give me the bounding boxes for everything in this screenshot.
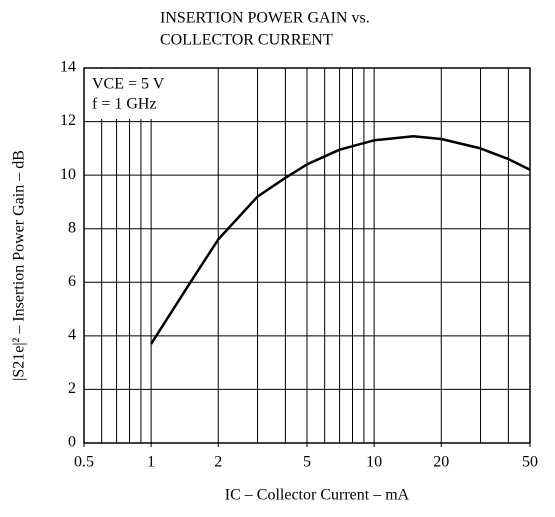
annotation: VCE = 5 V [92, 76, 165, 93]
y-tick-label: 4 [68, 327, 76, 344]
y-tick-label: 0 [68, 434, 76, 451]
plot-frame [83, 67, 531, 444]
y-tick-label: 14 [60, 59, 76, 76]
x-tick-label: 2 [214, 454, 222, 471]
y-tick-label: 8 [68, 219, 76, 236]
x-tick-label: 1 [147, 454, 155, 471]
y-tick-label: 10 [60, 166, 76, 183]
chart-title: INSERTION POWER GAIN vs. [160, 10, 370, 27]
x-tick-label: 20 [433, 454, 449, 471]
y-tick-label: 6 [68, 273, 76, 290]
y-axis-label: |S21e|² – Insertion Power Gain – dB [11, 150, 28, 381]
annotation-box [85, 69, 205, 119]
y-tick-label: 2 [68, 380, 76, 397]
x-tick-label: 0.5 [74, 454, 94, 471]
curve [150, 135, 531, 345]
x-tick-label: 50 [522, 454, 538, 471]
x-tick-label: 5 [303, 454, 311, 471]
x-tick-label: 10 [366, 454, 382, 471]
y-tick-label: 12 [60, 112, 76, 129]
annotation: f = 1 GHz [92, 96, 157, 113]
x-axis-label: IC – Collector Current – mA [225, 487, 410, 504]
chart-title: COLLECTOR CURRENT [160, 32, 333, 49]
